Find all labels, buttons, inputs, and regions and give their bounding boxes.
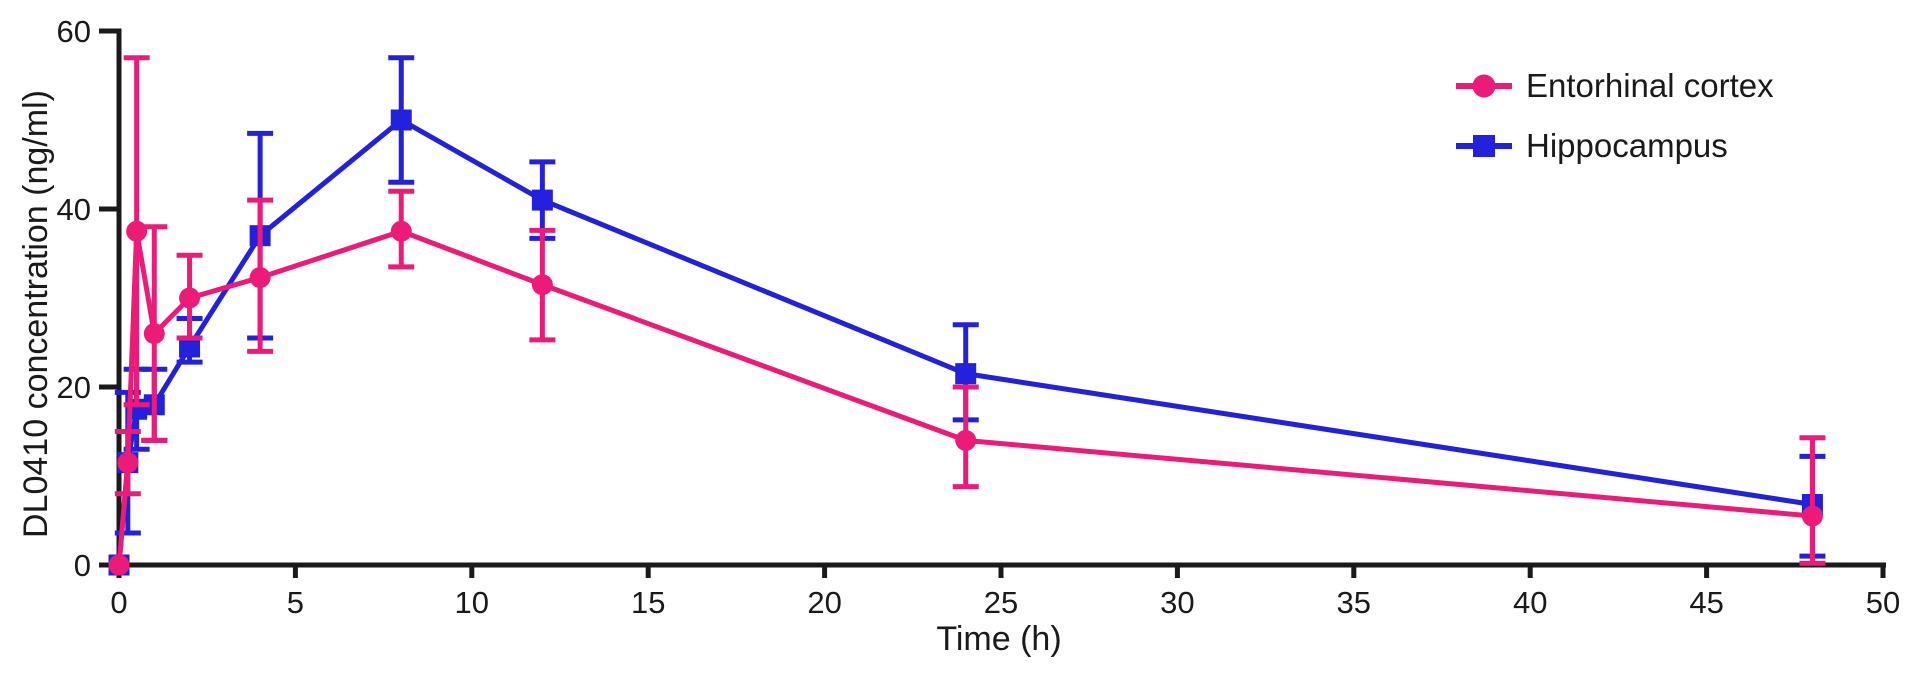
x-tick-label: 40	[1513, 585, 1547, 620]
x-tick-label: 5	[287, 585, 304, 620]
x-tick-label: 20	[807, 585, 841, 620]
x-tick-label: 35	[1337, 585, 1371, 620]
y-tick-label: 0	[74, 548, 91, 583]
y-tick-label: 60	[57, 14, 91, 49]
legend-label-entorhinal-cortex: Entorhinal cortex	[1526, 67, 1774, 104]
y-axis-title: DL0410 concentration (ng/ml)	[17, 90, 55, 538]
x-tick-label: 10	[455, 585, 489, 620]
x-axis-ticks: 0 5 10 15 20 25 30 35 40 45 50	[110, 565, 1900, 620]
data-point-marker	[531, 274, 553, 296]
entorhinal-cortex-marker-icon	[1456, 74, 1512, 98]
data-point-marker	[955, 429, 977, 451]
x-tick-label: 50	[1866, 585, 1900, 620]
legend-label-hippocampus: Hippocampus	[1526, 127, 1728, 164]
data-point-marker	[143, 323, 165, 345]
x-axis-title: Time (h)	[936, 620, 1062, 658]
x-tick-label: 30	[1160, 585, 1194, 620]
data-point-marker	[249, 267, 271, 289]
x-tick-label: 25	[984, 585, 1018, 620]
legend-item-entorhinal-cortex: Entorhinal cortex	[1455, 56, 1774, 116]
data-point-marker	[126, 220, 148, 242]
y-tick-label: 20	[57, 370, 91, 405]
data-point-marker	[955, 363, 977, 385]
y-axis-ticks: 0 20 40 60	[57, 14, 119, 583]
series-entorhinal-cortex	[108, 55, 1826, 576]
hippocampus-marker-icon	[1456, 135, 1512, 157]
data-point-marker	[390, 109, 412, 131]
y-tick-label: 40	[57, 192, 91, 227]
legend: Entorhinal cortex Hippocampus	[1455, 56, 1774, 176]
legend-item-hippocampus: Hippocampus	[1455, 116, 1774, 176]
x-tick-label: 0	[110, 585, 127, 620]
data-point-marker	[179, 336, 201, 358]
x-tick-label: 45	[1689, 585, 1723, 620]
data-point-marker	[531, 189, 553, 211]
data-point-marker	[117, 452, 139, 474]
data-point-marker	[1801, 505, 1823, 527]
data-point-marker	[179, 287, 201, 309]
x-tick-label: 15	[631, 585, 665, 620]
data-point-marker	[390, 220, 412, 242]
data-point-marker	[108, 554, 130, 576]
